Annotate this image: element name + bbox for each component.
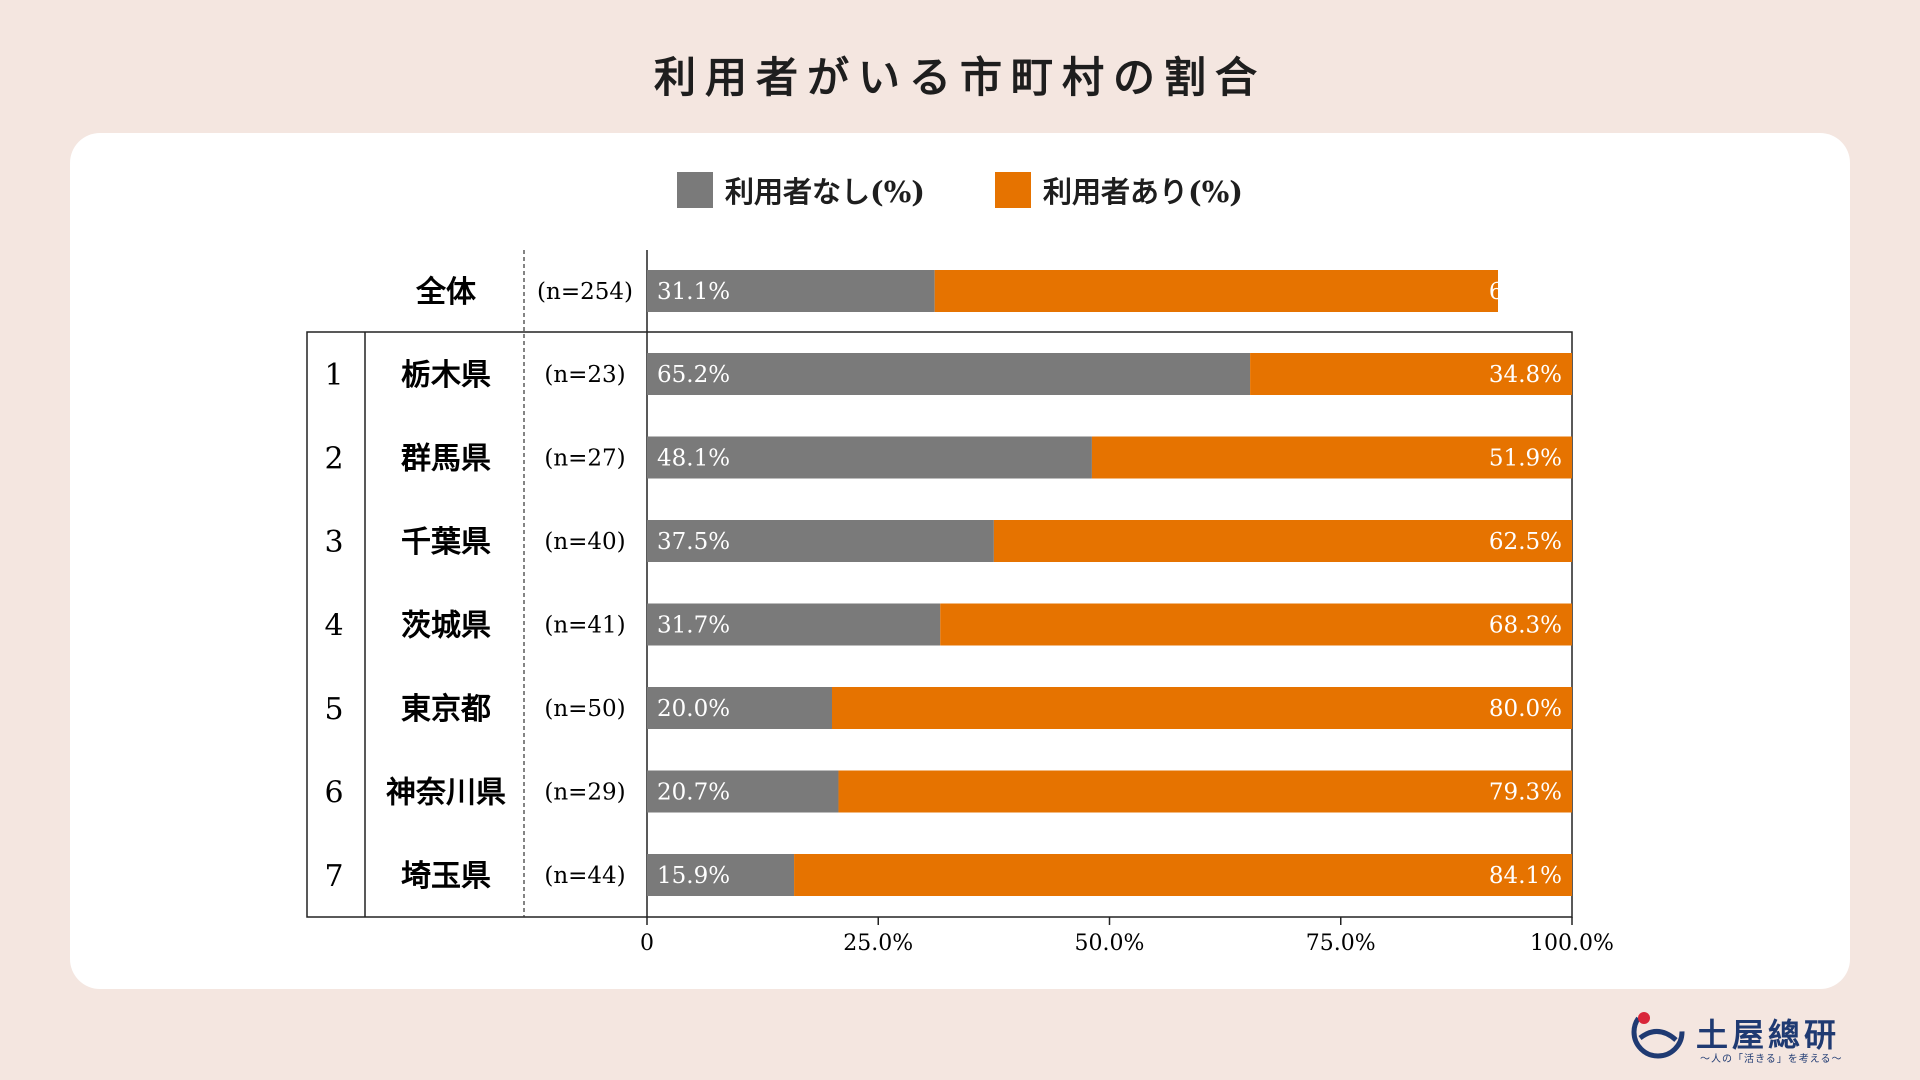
- brand-logo: 土屋總研 〜人の「活きる」を考える〜: [1630, 1004, 1870, 1065]
- row-2-bar-present: [1091, 436, 1572, 479]
- row-2-name: 群馬県: [401, 442, 491, 477]
- row-6-rank: 6: [324, 776, 343, 811]
- page-title: 利用者がいる市町村の割合: [653, 53, 1266, 102]
- row-7-label-none: 15.9%: [657, 863, 730, 889]
- row-7-rank: 7: [324, 859, 343, 894]
- row-1-bar-none: [647, 353, 1251, 395]
- legend-item-present: 利用者あり(%): [995, 169, 1243, 211]
- row-2-label-present: 51.9%: [1489, 446, 1562, 472]
- row-3-name: 千葉県: [401, 525, 491, 560]
- row-5-bar-present: [832, 687, 1572, 729]
- row-5-rank: 5: [324, 692, 343, 727]
- row-1-rank: 1: [324, 358, 343, 393]
- row-4-label-none: 31.7%: [657, 613, 730, 639]
- row-3-n: (n=40): [544, 529, 625, 555]
- row-4-bar-none: [647, 603, 941, 646]
- row-1-label-none: 65.2%: [657, 362, 730, 388]
- legend: 利用者なし(%) 利用者あり(%): [0, 170, 1920, 210]
- row-4-n: (n=41): [544, 613, 625, 639]
- brand-tagline: 〜人の「活きる」を考える〜: [1700, 1054, 1843, 1065]
- x-tick-label-2: 50.0%: [1075, 931, 1145, 956]
- overall-bar-present: [934, 270, 1498, 312]
- overall-n: (n=254): [537, 279, 633, 305]
- row-4-label-present: 68.3%: [1489, 613, 1562, 639]
- row-6-n: (n=29): [544, 780, 625, 806]
- row-7-bar-none: [647, 854, 795, 896]
- x-tick-label-4: 100.0%: [1530, 931, 1614, 956]
- row-7-n: (n=44): [544, 863, 625, 889]
- row-3-bar-present: [993, 520, 1572, 562]
- row-3-bar-none: [647, 520, 994, 562]
- row-5-bar-none: [647, 687, 832, 729]
- row-1-name: 栃木県: [401, 358, 491, 393]
- row-1-n: (n=23): [544, 362, 625, 388]
- x-tick-label-3: 75.0%: [1306, 931, 1376, 956]
- row-5-label-present: 80.0%: [1489, 696, 1562, 722]
- overall-bar-none: [647, 270, 935, 312]
- row-2-n: (n=27): [544, 446, 625, 472]
- brand-name: 土屋總研: [1696, 1016, 1841, 1054]
- row-6-name: 神奈川県: [386, 776, 506, 811]
- row-1-bar-present: [1250, 353, 1572, 395]
- overall-name: 全体: [415, 275, 477, 310]
- legend-label-present: 利用者あり(%): [1043, 175, 1243, 209]
- row-6-label-none: 20.7%: [657, 780, 730, 806]
- row-7-bar-present: [794, 854, 1572, 896]
- row-6-bar-present: [838, 770, 1572, 813]
- row-4-bar-present: [940, 603, 1572, 646]
- row-7-name: 埼玉県: [401, 859, 491, 894]
- row-1-label-present: 34.8%: [1489, 362, 1562, 388]
- overall-label-present: 60.9%: [1489, 279, 1562, 305]
- row-6-bar-none: [647, 770, 839, 813]
- legend-item-none: 利用者なし(%): [677, 169, 925, 211]
- row-5-n: (n=50): [544, 696, 625, 722]
- legend-label-none: 利用者なし(%): [725, 175, 925, 209]
- row-2-rank: 2: [324, 442, 343, 477]
- legend-swatch-present: [995, 172, 1031, 208]
- legend-swatch-none: [677, 172, 713, 208]
- row-6-label-present: 79.3%: [1489, 780, 1562, 806]
- overall-label-none: 31.1%: [657, 279, 730, 305]
- row-5-label-none: 20.0%: [657, 696, 730, 722]
- x-tick-label-0: 0: [640, 931, 654, 956]
- row-4-rank: 4: [324, 609, 343, 644]
- row-3-label-none: 37.5%: [657, 529, 730, 555]
- x-tick-label-1: 25.0%: [843, 931, 913, 956]
- row-2-bar-none: [647, 436, 1092, 479]
- row-4-name: 茨城県: [401, 609, 491, 644]
- row-3-rank: 3: [324, 525, 343, 560]
- brand-mark-icon: [1631, 1005, 1685, 1059]
- stacked-bar-chart: 全体 (n=254) 31.1% 60.9% 1 栃木県 (n=23) 65.2% 34.8% 2…: [306, 250, 1614, 956]
- row-7-label-present: 84.1%: [1489, 863, 1562, 889]
- row-5-name: 東京都: [401, 692, 491, 727]
- row-2-label-none: 48.1%: [657, 446, 730, 472]
- row-3-label-present: 62.5%: [1489, 529, 1562, 555]
